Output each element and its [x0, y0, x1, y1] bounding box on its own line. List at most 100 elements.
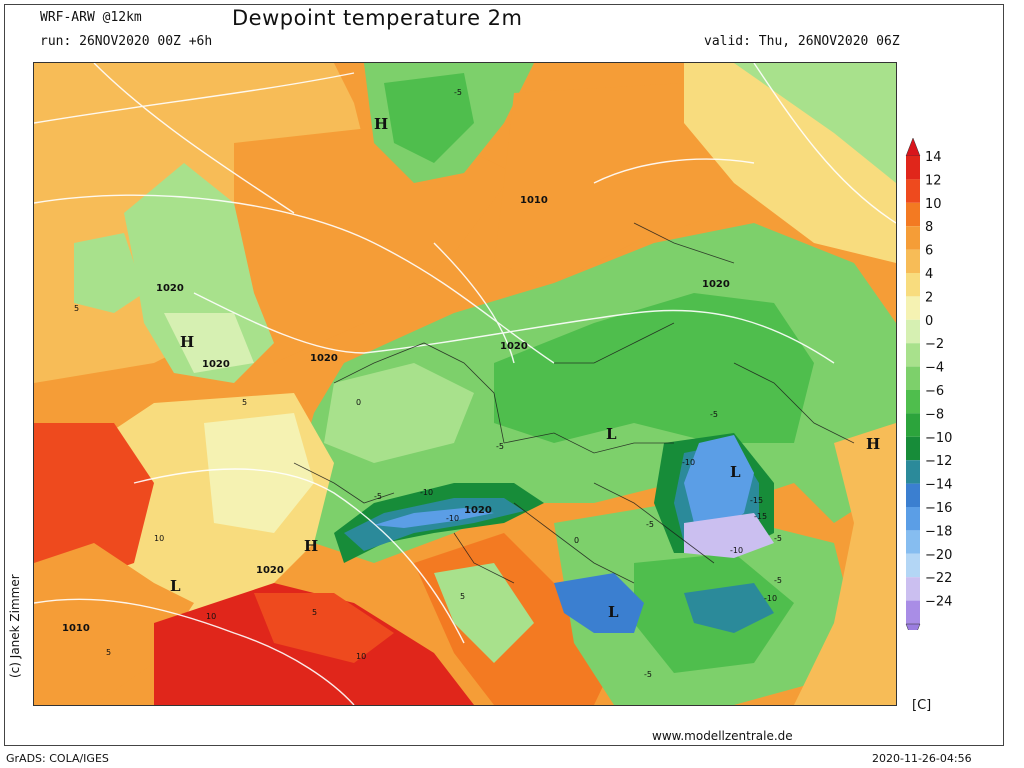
legend-tick-label: −6 — [925, 384, 944, 399]
legend-tick-label: 14 — [925, 150, 942, 165]
legend-swatch — [906, 530, 920, 554]
pressure-label: 1020 — [156, 283, 184, 294]
legend-swatch — [906, 249, 920, 273]
biscay-region — [34, 423, 154, 583]
contour-value: -15 — [754, 512, 767, 521]
pressure-label: 1010 — [62, 623, 90, 634]
software-credit: GrADS: COLA/IGES — [6, 752, 109, 765]
legend-tick-label: 12 — [925, 173, 942, 188]
pressure-centers: H H H H L L L L — [170, 115, 880, 621]
black-sea-region — [794, 423, 896, 705]
valid-time-label: valid: Thu, 26NOV2020 06Z — [704, 34, 900, 49]
contour-value: -10 — [446, 514, 459, 523]
high-pressure-marker: H — [304, 537, 318, 555]
legend-swatch — [906, 553, 920, 578]
alps-inner — [374, 508, 494, 528]
iberia-region — [34, 543, 194, 705]
legend-swatch — [906, 202, 920, 227]
legend-top-arrow — [905, 137, 921, 157]
contour-value: 5 — [106, 648, 111, 657]
contour-value: 5 — [74, 304, 79, 313]
contour-value: -5 — [644, 670, 652, 679]
country-borders — [293, 222, 855, 584]
run-label: run: 26NOV2020 00Z +6h — [40, 34, 213, 49]
legend-swatch — [906, 156, 920, 180]
legend-swatch — [906, 436, 920, 461]
france-inner-region — [204, 413, 314, 533]
low-pressure-marker: L — [170, 577, 181, 595]
legend-swatch — [906, 343, 920, 367]
legend-swatch — [906, 413, 920, 437]
contour-value: -15 — [750, 496, 763, 505]
carpathians-cold-core — [684, 513, 774, 558]
england-region — [164, 313, 254, 373]
pressure-label: 1020 — [464, 505, 492, 516]
contour-value: -5 — [374, 492, 382, 501]
pressure-label: 1020 — [256, 565, 284, 576]
germany-region — [324, 363, 474, 463]
high-pressure-marker: H — [866, 435, 880, 453]
contour-value: -5 — [774, 534, 782, 543]
contour-value: -10 — [730, 546, 743, 555]
pressure-label: 1020 — [702, 279, 730, 290]
low-pressure-marker: L — [606, 425, 617, 443]
pressure-label: 1010 — [520, 195, 548, 206]
contour-value: 0 — [356, 398, 361, 407]
dewpoint-map: 1010 1020 1020 1020 1020 1020 1020 1020 … — [33, 62, 897, 706]
balkan-mountains-blue — [684, 583, 774, 633]
pressure-labels: 1010 1020 1020 1020 1020 1020 1020 1020 … — [62, 195, 730, 634]
ligurian-region — [254, 593, 394, 663]
contour-value: 10 — [206, 612, 216, 621]
legend-tick-label: 2 — [925, 290, 933, 305]
legend-swatch — [906, 366, 920, 390]
legend-swatch — [906, 179, 920, 203]
contour-value: 10 — [154, 534, 164, 543]
norway-region — [384, 73, 474, 163]
legend-tick-label: 8 — [925, 220, 933, 235]
legend-swatch — [906, 483, 920, 507]
legend-swatch — [906, 577, 920, 601]
legend-tick-label: −20 — [925, 548, 952, 563]
contour-value: 10 — [356, 652, 366, 661]
color-legend: 14 12 10 8 6 4 2 0 −2 −4 −6 −8 −10 −12 −14 −16 −18 −20 −22… — [902, 136, 972, 643]
high-pressure-marker: H — [180, 333, 194, 351]
map-title: Dewpoint temperature 2m — [232, 6, 523, 30]
pressure-label: 1020 — [310, 353, 338, 364]
legend-swatch — [906, 460, 920, 484]
legend-swatch — [906, 296, 920, 320]
legend-tick-label: 10 — [925, 197, 942, 212]
legend-tick-label: −8 — [925, 407, 944, 422]
legend-tick-label: −4 — [925, 361, 944, 376]
plot-frame — [4, 4, 1004, 746]
isobar-lines — [34, 63, 896, 705]
contour-value: 0 — [574, 536, 579, 545]
contour-value: -5 — [496, 442, 504, 451]
contour-values: -5 5 5 -5 -10 -10 -10 -5 -5 -5 -15 -15 -… — [74, 88, 782, 679]
model-label: WRF-ARW @12km — [40, 10, 142, 25]
contour-value: -5 — [646, 520, 654, 529]
po-valley-region — [434, 563, 534, 663]
legend-tick-label: −16 — [925, 501, 952, 516]
legend-swatch — [906, 390, 920, 414]
legend-bar: 14 12 10 8 6 4 2 0 −2 −4 −6 −8 −10 −12 −14 −16 −18 −20 −22… — [905, 137, 952, 643]
legend-tick-label: −14 — [925, 478, 952, 493]
legend-tick-label: −22 — [925, 571, 952, 586]
website-link: www.modellzentrale.de — [652, 729, 793, 743]
legend-swatch — [906, 319, 920, 344]
legend-tick-label: −2 — [925, 337, 944, 352]
legend-tick-label: 4 — [925, 267, 933, 282]
legend-tick-label: −10 — [925, 431, 952, 446]
legend-swatch — [906, 273, 920, 297]
legend-tick-label: −18 — [925, 524, 952, 539]
contour-value: 5 — [312, 608, 317, 617]
legend-tick-label: −12 — [925, 454, 952, 469]
legend-bottom-arrow — [905, 623, 921, 643]
legend-swatch — [906, 226, 920, 250]
pressure-label: 1020 — [500, 341, 528, 352]
legend-tick-label: 0 — [925, 314, 933, 329]
low-pressure-marker: L — [730, 463, 741, 481]
contour-value: 5 — [242, 398, 247, 407]
northeast-region — [734, 63, 896, 183]
contour-value: -10 — [420, 488, 433, 497]
legend-swatch — [906, 507, 920, 531]
